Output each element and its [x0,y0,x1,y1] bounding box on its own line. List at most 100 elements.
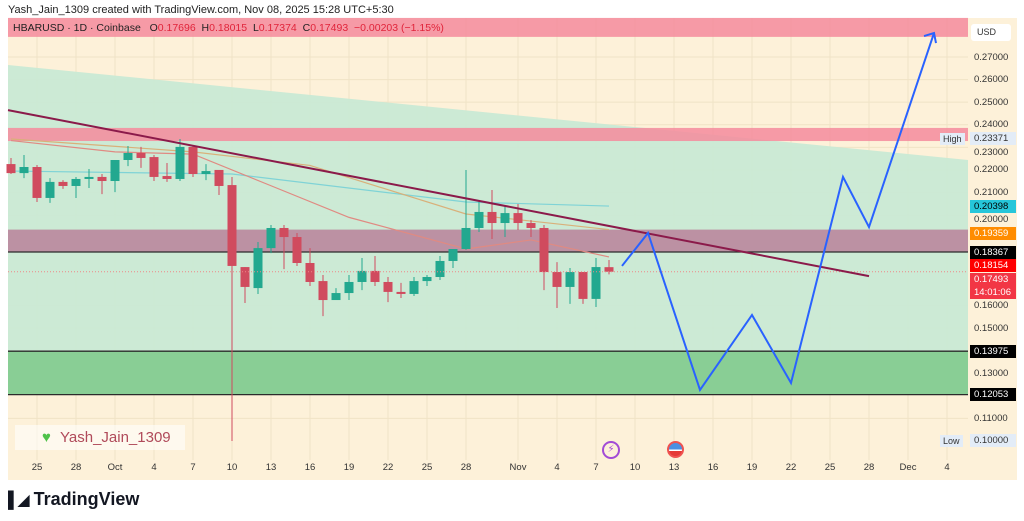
us-flag-icon[interactable] [667,441,684,458]
candle-body [539,227,549,273]
trendline [7,109,870,278]
open-label: O [149,22,158,34]
x-tick-label: 4 [944,462,950,473]
candle-body [110,160,120,182]
heart-icon: ♥ [42,429,51,446]
candle-body [331,293,341,301]
low-label: L [252,22,259,34]
candle-body [305,263,315,282]
x-tick-label: 25 [824,462,836,473]
marker-value: 0.10000 [970,434,1016,448]
candle-body [279,227,289,238]
price-zone [8,229,968,253]
projection-path [621,32,935,393]
x-tick-label: 19 [343,462,355,473]
y-tick-label: 0.22000 [974,164,1009,176]
price-label: 0.12053 [970,388,1016,402]
candle-body [19,167,29,174]
y-tick-label: 0.27000 [974,51,1009,63]
close-label: C [302,22,311,34]
y-tick-label: 0.20000 [974,214,1009,226]
candle-body [175,146,185,179]
low-value: 0.17374 [258,22,297,34]
candle-body [227,185,237,266]
candle-body [422,277,432,282]
y-tick-label: 0.13000 [974,367,1009,379]
x-tick-label: 13 [668,462,680,473]
x-tick-label: 4 [151,462,157,473]
candle-body [578,272,588,299]
candle-body [526,223,536,228]
tradingview-logo: ▌◢ TradingView [8,489,139,510]
price-label: 0.18154 [970,259,1016,272]
y-tick-label: 0.15000 [974,322,1009,334]
tradingview-logo-icon: ▌◢ [8,491,30,509]
candle-body [188,146,198,175]
candle-body [318,281,328,301]
x-tick-label: 7 [593,462,599,473]
countdown-timer: 14:01:06 [974,286,1011,298]
candle-body [409,281,419,294]
marker-value: 0.23371 [970,132,1016,146]
candle-body [123,152,133,161]
y-tick-label: 0.25000 [974,96,1009,108]
candle-body [97,176,107,182]
candle-body [136,152,146,158]
candle-body [591,267,601,299]
price-label: 0.18367 [970,245,1016,259]
close-value: 0.17493 [310,22,349,34]
x-tick-label: 25 [421,462,433,473]
x-tick-label: 28 [460,462,472,473]
y-tick-label: 0.16000 [974,300,1009,311]
symbol-name[interactable]: HBARUSD · 1D · Coinbase [13,22,141,34]
watermark-text: Yash_Jain_1309 [60,429,171,446]
candle-body [266,227,276,249]
x-tick-label: Dec [899,462,917,473]
lightning-event-icon[interactable]: ⚡ [602,441,620,459]
marker-label: High [940,132,965,145]
candle-body [149,157,159,177]
x-tick-label: Oct [107,462,123,473]
y-tick-label: 0.21000 [974,187,1009,199]
candle-body [253,248,263,289]
marker-label: Low [940,434,963,447]
candle-body [71,178,81,186]
open-value: 0.17696 [157,22,196,34]
high-label: H [201,22,210,34]
x-tick-label: 10 [226,462,238,473]
candle-body [357,270,367,282]
price-zone [8,127,968,142]
x-tick-label: 28 [70,462,82,473]
candle-body [552,272,562,287]
candle-body [162,176,172,179]
projection-arrowhead [923,31,937,44]
y-tick-label: 0.11000 [974,412,1008,424]
x-tick-label: 10 [629,462,641,473]
footer-brand: TradingView [33,489,140,509]
candle-body [487,211,497,224]
candle-body [45,181,55,198]
candle-body [32,167,42,198]
y-tick-label: 0.26000 [974,74,1009,86]
price-zone [8,351,968,395]
candle-body [565,272,575,287]
change-value: −0.00203 (−1.15%) [354,22,444,34]
credit-line: Yash_Jain_1309 created with TradingView.… [8,4,394,16]
symbol-legend: HBARUSD · 1D · Coinbase O0.17696 H0.1801… [13,22,444,34]
price-label: 0.13975 [970,344,1016,358]
y-tick-label: 0.24000 [974,119,1009,131]
x-tick-label: 22 [785,462,797,473]
x-tick-label: 13 [265,462,277,473]
price-label: 0.17493 14:01:06 [970,272,1016,299]
candle-body [292,237,302,264]
x-tick-label: 19 [746,462,758,473]
candle-body [344,281,354,294]
currency-button[interactable]: USD [971,24,1011,41]
candle-body [84,176,94,179]
candle-body [461,227,471,249]
candle-body [448,248,458,261]
x-tick-label: 16 [304,462,316,473]
candle-body [214,169,224,186]
price-label: 0.19359 [970,226,1016,240]
